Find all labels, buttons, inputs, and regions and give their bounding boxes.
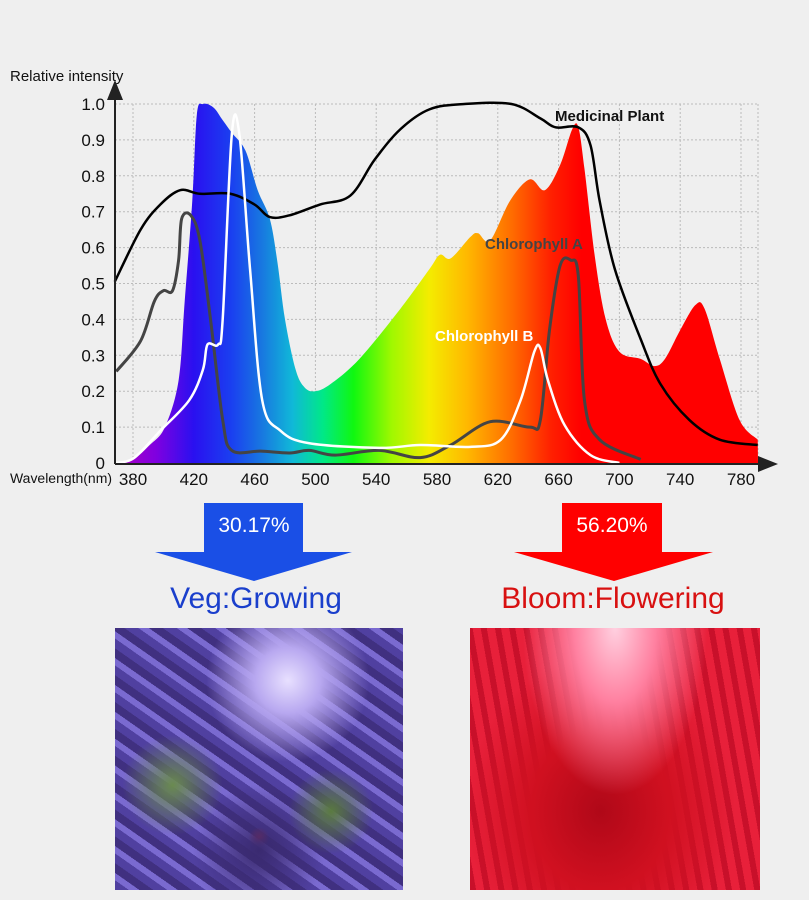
x-tick-label: 460	[240, 470, 268, 489]
x-tick-label: 420	[180, 470, 208, 489]
bloom-arrow	[514, 503, 713, 581]
x-tick-label: 540	[362, 470, 390, 489]
spectrum-fill	[116, 103, 758, 464]
x-tick-label: 620	[484, 470, 512, 489]
y-tick-label: 1.0	[81, 95, 105, 114]
y-tick-label: 0.5	[81, 275, 105, 294]
y-tick-label: 0.1	[81, 418, 105, 437]
series-chlorophyll-a	[115, 211, 642, 461]
series-chlorophyll-b	[115, 113, 620, 465]
y-tick-label: 0.4	[81, 310, 105, 329]
legend-chlorophyll-b: Chlorophyll B	[435, 328, 533, 345]
y-tick-label: 0.8	[81, 167, 105, 186]
y-tick-label: 0.7	[81, 203, 105, 222]
x-tick-label: 500	[301, 470, 329, 489]
y-tick-label: 0.2	[81, 382, 105, 401]
y-axis-label: Relative intensity	[10, 68, 124, 85]
veg-percent: 30.17%	[218, 514, 290, 537]
y-tick-label: 0.9	[81, 131, 105, 150]
veg-label: Veg:Growing	[170, 582, 342, 615]
spectrum-chart: 0 0.1 0.2 0.3 0.4 0.5 0.6 0.7 0.8 0.9 1.0 380 420 46…	[10, 68, 778, 489]
legend-chlorophyll-a: Chlorophyll A	[485, 236, 583, 253]
x-tick-label: 580	[423, 470, 451, 489]
legend-medicinal-plant: Medicinal Plant	[555, 108, 664, 125]
x-tick-label: 380	[119, 470, 147, 489]
veg-arrow	[155, 503, 352, 581]
bloom-plant-photo	[470, 628, 760, 890]
y-tick-label: 0.3	[81, 346, 105, 365]
bloom-percent: 56.20%	[576, 514, 648, 537]
x-tick-label: 660	[544, 470, 572, 489]
y-tick-label: 0.6	[81, 239, 105, 258]
veg-plant-photo	[115, 628, 403, 890]
x-axis-label: Wavelength(nm)	[10, 471, 112, 486]
x-tick-label: 700	[605, 470, 633, 489]
x-tick-label: 740	[666, 470, 694, 489]
y-tick-label: 0	[96, 454, 105, 473]
x-tick-label: 780	[727, 470, 755, 489]
series-medicinal-plant	[113, 101, 758, 447]
bloom-label: Bloom:Flowering	[501, 582, 725, 615]
